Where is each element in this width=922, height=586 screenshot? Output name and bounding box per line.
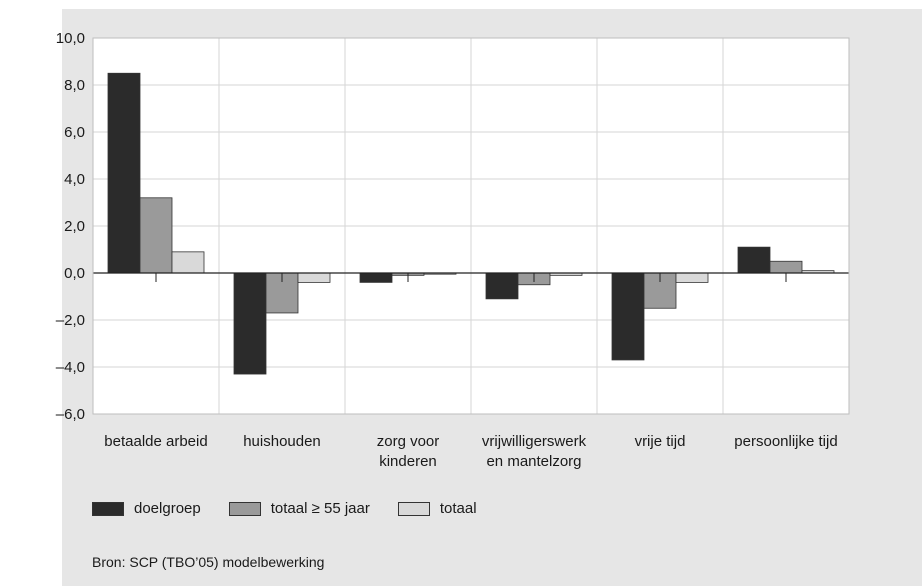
bar [611, 272, 645, 361]
bar [675, 272, 709, 283]
legend-item-totaal: totaal [397, 500, 477, 517]
category-label: persoonlijke tijd [734, 433, 837, 450]
y-tick-label: 4,0 [64, 171, 85, 188]
bar [769, 260, 803, 274]
y-tick-label: 8,0 [64, 77, 85, 94]
y-tick-label: –2,0 [56, 312, 85, 329]
category-label: kinderen [379, 453, 437, 470]
legend-label-totaal: totaal [439, 500, 477, 517]
bar [737, 246, 771, 274]
legend-swatch-totaal [397, 501, 430, 516]
legend-swatch-doelgroep [92, 501, 124, 516]
legend-swatch-totaal-55 [228, 501, 261, 516]
y-tick-label: –4,0 [56, 359, 85, 376]
bar [485, 272, 519, 300]
y-tick-label: 0,0 [64, 265, 85, 282]
category-label: betaalde arbeid [104, 433, 207, 450]
category-label: zorg voor [377, 433, 440, 450]
legend-label-totaal-55: totaal ≥ 55 jaar [270, 500, 370, 517]
y-tick-label: 2,0 [64, 218, 85, 235]
legend-item-totaal-55: totaal ≥ 55 jaar [228, 500, 370, 517]
y-tick-label: 10,0 [56, 30, 85, 47]
category-label: vrijwilligerswerk [482, 433, 587, 450]
bar [107, 72, 141, 274]
legend: doelgroep totaal ≥ 55 jaar totaal [92, 500, 505, 517]
y-tick-label: –6,0 [56, 406, 85, 423]
legend-label-doelgroep: doelgroep [134, 500, 201, 517]
plot-frame [92, 37, 850, 415]
category-label: vrije tijd [635, 433, 686, 450]
category-label: en mantelzorg [486, 453, 581, 470]
source-note: Bron: SCP (TBO’05) modelbewerking [92, 554, 325, 570]
bar [171, 251, 205, 274]
legend-item-doelgroep: doelgroep [92, 500, 201, 517]
category-label: huishouden [243, 433, 321, 450]
bar [297, 272, 331, 283]
bar [233, 272, 267, 375]
bar [359, 272, 393, 283]
y-tick-label: 6,0 [64, 124, 85, 141]
bar [139, 197, 173, 274]
